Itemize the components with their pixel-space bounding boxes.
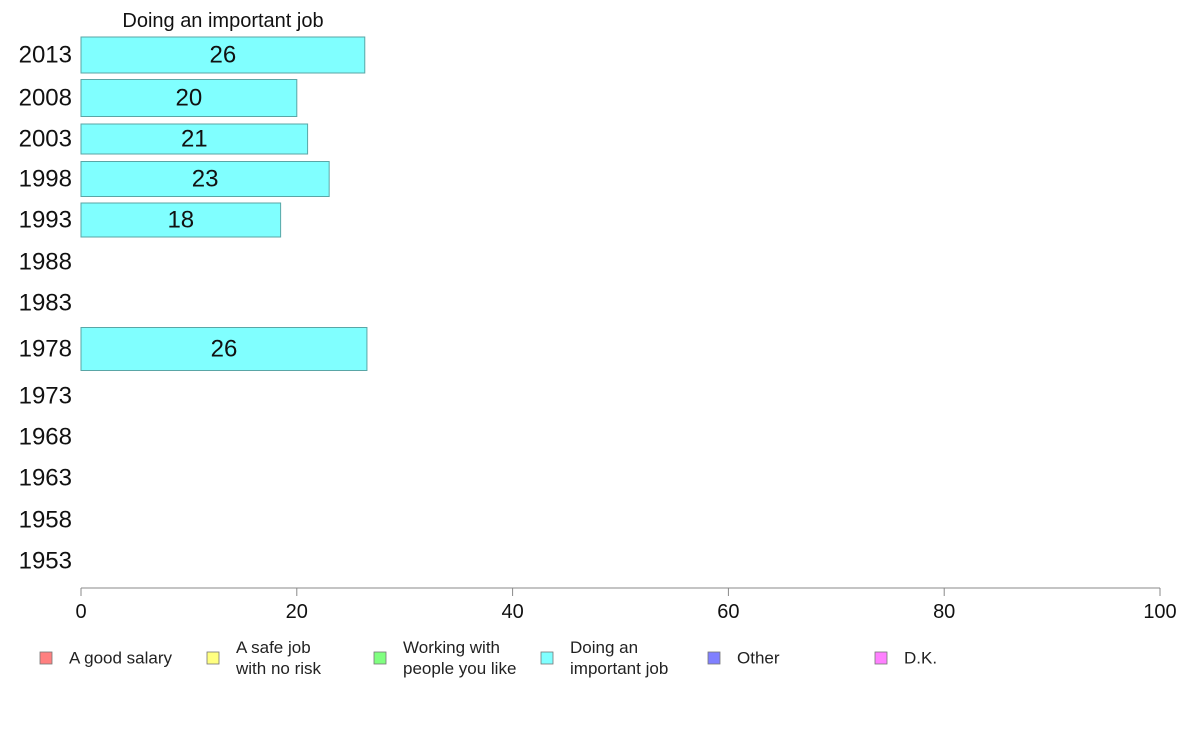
legend-label: with no risk [235, 659, 322, 678]
legend-swatch [707, 651, 721, 665]
bar-value-label: 26 [211, 336, 238, 363]
legend-label: important job [570, 659, 668, 678]
y-tick-label: 1988 [19, 249, 72, 276]
bar [80, 327, 368, 371]
bar-value-label: 20 [176, 85, 203, 112]
bar-value-label: 23 [192, 166, 219, 193]
legend-label: Doing an [570, 638, 638, 657]
legend-item: A good salary [39, 649, 173, 668]
bar [80, 202, 282, 238]
bar-value-label: 18 [167, 207, 194, 234]
x-tick-label: 20 [286, 601, 308, 623]
y-tick-label: 1983 [19, 290, 72, 317]
y-tick-label: 1973 [19, 383, 72, 410]
bar-value-label: 21 [181, 126, 208, 153]
y-tick-label: 2003 [19, 126, 72, 153]
legend-swatch [206, 651, 220, 665]
legend-swatch [874, 651, 888, 665]
legend-label: A good salary [69, 649, 173, 668]
legend-swatch [540, 651, 554, 665]
legend-swatch [39, 651, 53, 665]
bar [80, 161, 330, 197]
bar [80, 36, 366, 74]
legend-item: Doing an important job [540, 638, 668, 678]
legend-swatch [373, 651, 387, 665]
legend-item: Working with people you like [373, 638, 516, 678]
y-tick-label: 1998 [19, 166, 72, 193]
bar-value-label: 26 [210, 42, 237, 69]
legend-label: Working with [403, 638, 500, 657]
legend-item: D.K. [874, 649, 937, 668]
chart-title: Doing an important job [122, 10, 323, 32]
legend-item: A safe job with no risk [206, 638, 322, 678]
y-tick-label: 1953 [19, 548, 72, 575]
legend-label: people you like [403, 659, 516, 678]
y-tick-label: 2013 [19, 42, 72, 69]
x-tick-label: 100 [1143, 601, 1176, 623]
x-tick-label: 80 [933, 601, 955, 623]
bar [80, 123, 309, 155]
legend-item: Other [707, 649, 780, 668]
y-tick-label: 1963 [19, 465, 72, 492]
x-tick-label: 40 [501, 601, 523, 623]
y-tick-label: 1958 [19, 507, 72, 534]
y-tick-label: 2008 [19, 85, 72, 112]
legend-label: A safe job [236, 638, 311, 657]
y-tick-label: 1968 [19, 424, 72, 451]
legend-label: Other [737, 649, 780, 668]
x-tick-label: 60 [717, 601, 739, 623]
bar [80, 79, 298, 117]
y-tick-label: 1993 [19, 207, 72, 234]
legend-label: D.K. [904, 649, 937, 668]
x-tick-label: 0 [75, 601, 86, 623]
y-tick-label: 1978 [19, 336, 72, 363]
